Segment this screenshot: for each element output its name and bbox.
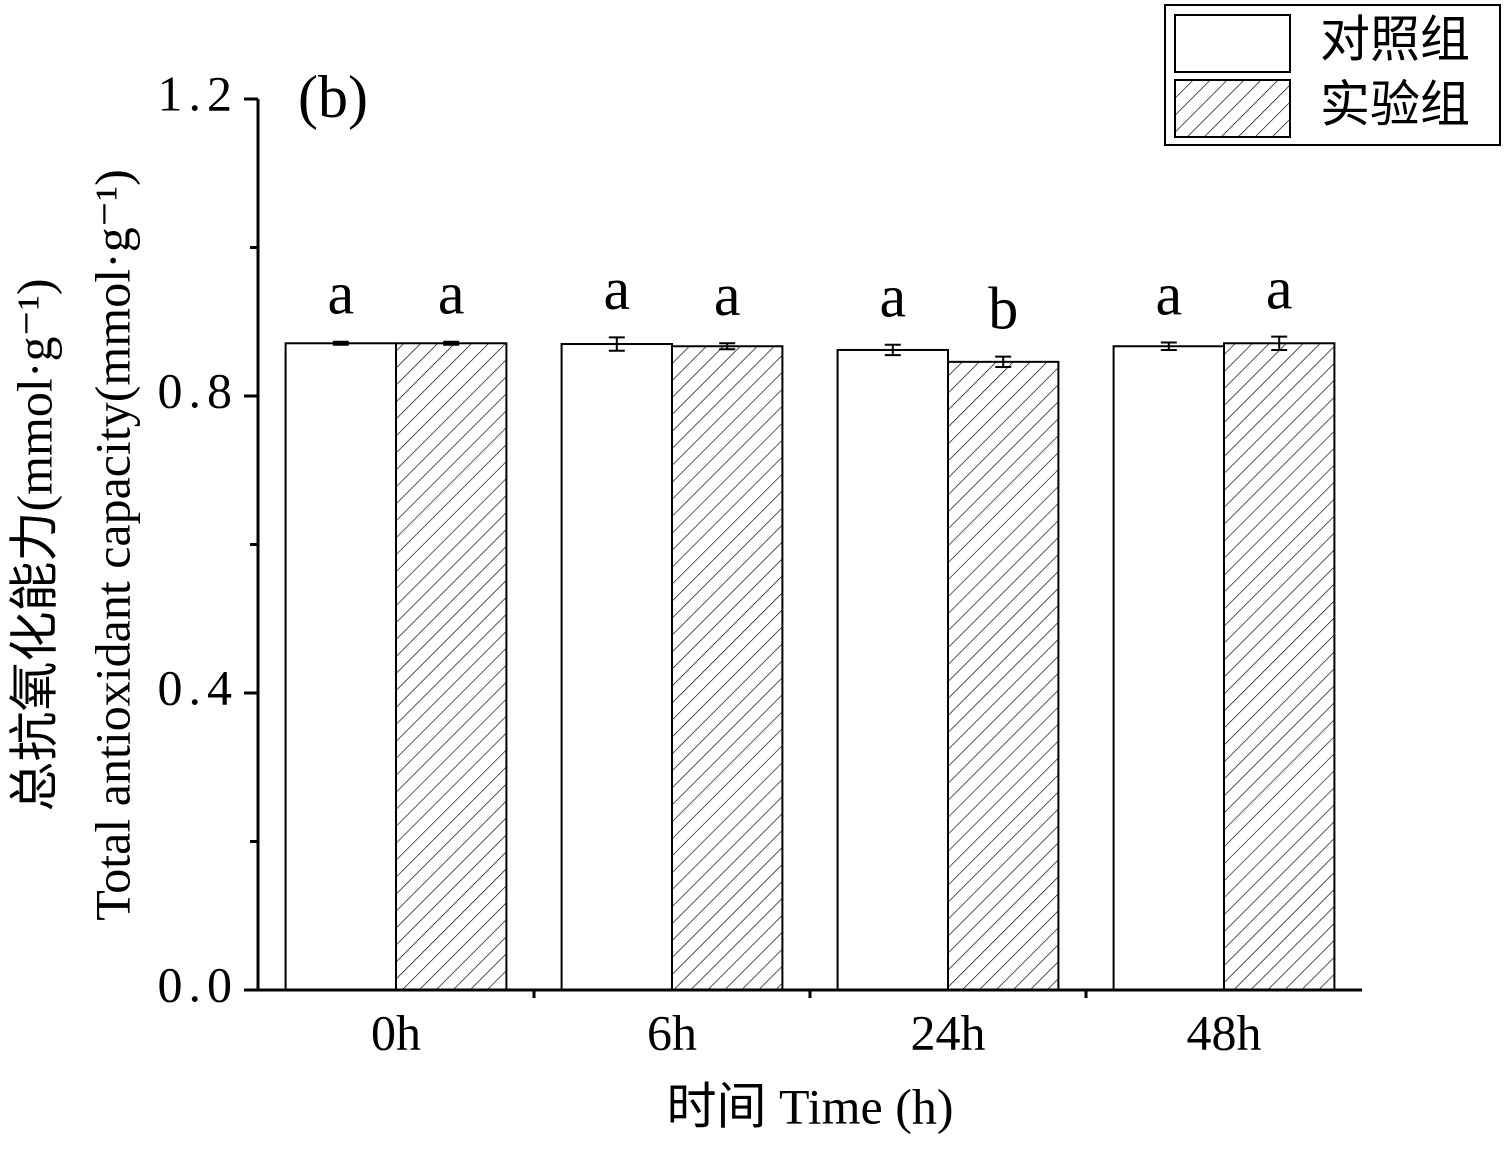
bar [671, 345, 784, 991]
x-axis-label: 时间 Time (h) [666, 1078, 953, 1134]
significance-letter: a [714, 262, 741, 328]
bar [1112, 345, 1225, 991]
y-tick-label: 0.4 [158, 659, 239, 715]
x-tick-label: 24h [911, 1004, 986, 1060]
panel-label: (b) [298, 64, 368, 130]
y-axis-label: 总抗氧化能力(mmol·g⁻¹) [6, 278, 62, 811]
legend-label: 实验组 [1320, 76, 1470, 132]
significance-letter: a [1266, 255, 1293, 321]
bar [836, 348, 949, 991]
significance-letter: a [603, 256, 630, 322]
legend-swatch [1174, 79, 1291, 138]
significance-letter: b [988, 275, 1018, 341]
x-tick-label: 48h [1187, 1004, 1262, 1060]
y-axis-label: Total antioxidant capacity(mmol·g⁻¹) [84, 169, 140, 921]
y-tick-label: 0.0 [158, 956, 239, 1012]
y-tick-label: 0.8 [158, 362, 239, 418]
significance-letter: a [327, 261, 354, 327]
significance-letter: a [438, 261, 465, 327]
legend-label: 对照组 [1320, 11, 1470, 67]
bar [947, 360, 1060, 992]
significance-letter: a [879, 264, 906, 330]
bar [560, 343, 673, 991]
y-tick-label: 1.2 [158, 65, 239, 121]
significance-letter: a [1155, 261, 1182, 327]
bar [1223, 342, 1336, 992]
x-tick-label: 6h [647, 1004, 697, 1060]
bar [284, 342, 398, 992]
x-tick-label: 0h [371, 1004, 421, 1060]
legend-swatch [1174, 14, 1291, 73]
bar [395, 342, 508, 992]
